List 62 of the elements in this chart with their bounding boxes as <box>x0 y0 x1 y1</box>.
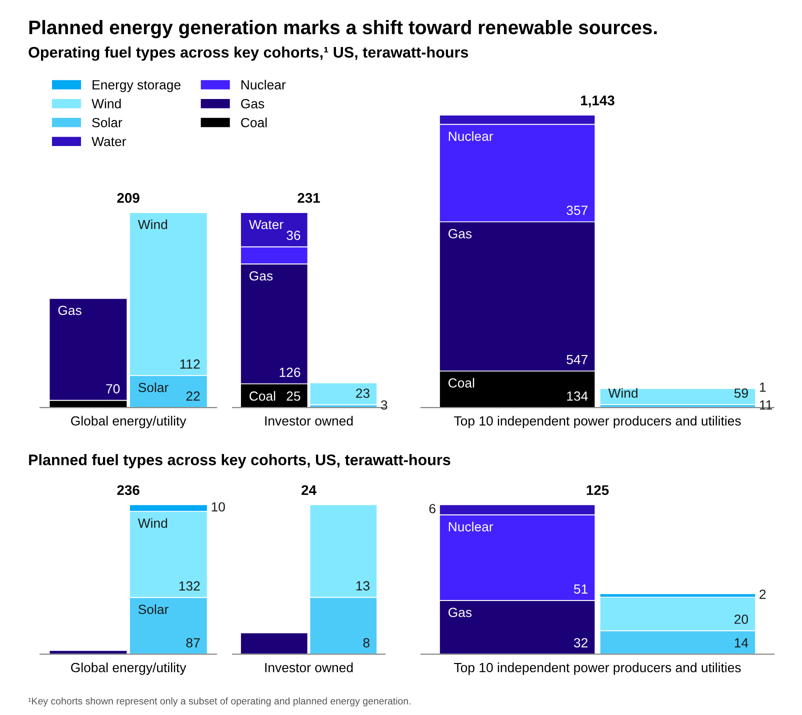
x-axis-title: Top 10 independent power producers and utilities <box>454 416 741 428</box>
data-label: 10 <box>212 502 225 512</box>
legend-label: Energy storage <box>92 80 180 92</box>
data-label: 14 <box>734 638 748 648</box>
data-label: 11 <box>760 400 772 410</box>
chart-subtitle: Planned fuel types across key cohorts, US, terawatt-hours <box>29 454 450 468</box>
data-label: 134 <box>567 391 588 401</box>
data-label: 25 <box>286 391 300 401</box>
x-axis-title: Global energy/utility <box>71 662 186 675</box>
text: Planned energy generation marks a shift toward renewable sources. <box>29 20 657 38</box>
text: Gas <box>448 229 472 238</box>
data-label: 32 <box>574 638 588 648</box>
x-axis-title: Investor owned <box>265 416 353 426</box>
text: Coal <box>448 378 474 388</box>
x-axis-title: Investor owned <box>265 662 353 672</box>
text: 24 <box>302 485 316 495</box>
data-label: 23 <box>356 388 370 398</box>
data-label: 547 <box>566 355 588 364</box>
data-label: 357 <box>566 206 588 215</box>
series-label: Coal <box>250 391 276 401</box>
data-label: 87 <box>186 638 200 648</box>
text: ¹Key cohorts shown represent only a subset of operating and planned energy generation. <box>28 697 410 706</box>
data-label: 59 <box>734 388 748 398</box>
data-label: 3 <box>380 400 388 410</box>
text: Operating fuel types across key cohorts,¹ US, terawatt-hours <box>28 46 468 61</box>
legend-label: Coal <box>241 118 267 128</box>
series-label: Gas <box>58 306 82 316</box>
data-label: 20 <box>734 614 748 624</box>
legend-label: Solar <box>92 118 122 128</box>
series-label: Gas <box>250 271 273 281</box>
x-axis-title: Top 10 independent power producers and utilities <box>454 662 741 675</box>
data-label: 51 <box>574 584 588 594</box>
text: 1,143 <box>580 96 614 108</box>
data-label: 2 <box>760 590 766 599</box>
data-label: 6 <box>429 504 436 514</box>
series-label: Nuclear <box>448 522 494 532</box>
data-label: 13 <box>356 581 370 590</box>
series-label: Water <box>248 220 284 230</box>
data-label: 8 <box>363 638 370 648</box>
x-axis-title: Global energy/utility <box>71 416 186 428</box>
text: Nuclear <box>448 131 494 141</box>
data-label: 22 <box>186 391 200 401</box>
data-label: 132 <box>179 581 200 591</box>
data-label: 126 <box>280 368 300 377</box>
legend-label: Wind <box>92 98 121 108</box>
legend-label: Gas <box>241 99 264 108</box>
series-label: Wind <box>138 518 168 528</box>
text: 125 <box>586 485 609 496</box>
legend-label: Water <box>92 136 126 146</box>
series-label: Solar <box>138 382 168 392</box>
series-label: Wind <box>138 219 168 230</box>
series-label: Gas <box>448 608 472 618</box>
text: 209 <box>117 193 140 203</box>
data-label: 70 <box>106 384 120 394</box>
data-label: 36 <box>286 230 300 240</box>
text: 236 <box>117 485 140 496</box>
legend-label: Nuclear <box>241 80 286 90</box>
text: Wind <box>608 388 638 398</box>
text: 231 <box>298 193 320 203</box>
data-label: 112 <box>180 359 200 369</box>
series-label: Solar <box>138 604 168 614</box>
data-label: 1 <box>760 382 766 392</box>
